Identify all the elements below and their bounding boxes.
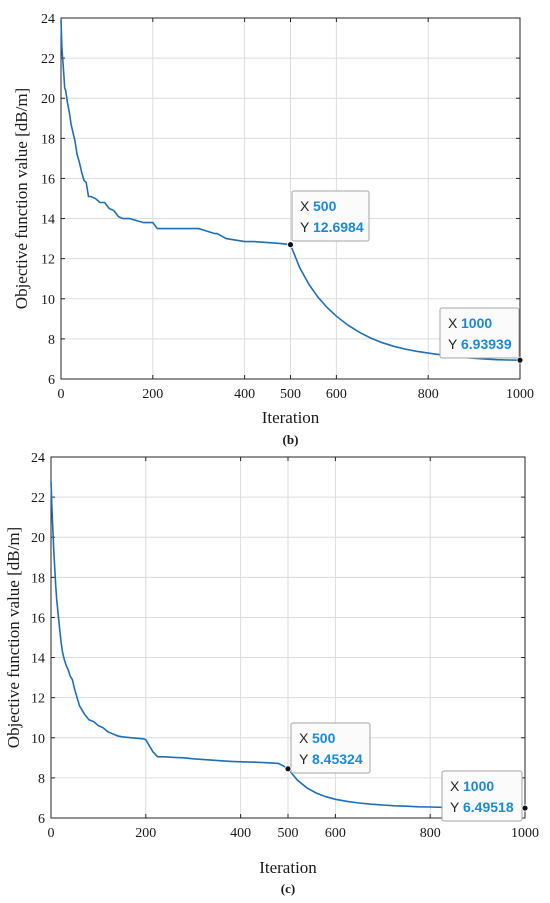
x-tick-label: 1000 bbox=[506, 387, 534, 402]
y-tick-label: 14 bbox=[31, 652, 45, 667]
y-tick-label: 24 bbox=[41, 12, 55, 27]
data-tip-box bbox=[290, 722, 371, 774]
x-tick-label: 1000 bbox=[511, 826, 539, 841]
y-tick-label: 6 bbox=[38, 812, 45, 827]
data-tip-y-value: 6.93939 bbox=[461, 336, 512, 352]
x-axis-title: Iteration bbox=[259, 858, 317, 877]
data-tip-marker bbox=[287, 241, 294, 249]
x-tick-label: 0 bbox=[48, 826, 55, 841]
y-tick-label: 10 bbox=[41, 293, 55, 308]
data-tip-x-value: 500 bbox=[313, 198, 337, 214]
y-tick-label: 6 bbox=[48, 373, 55, 388]
y-tick-label: 14 bbox=[41, 213, 55, 228]
x-tick-label: 600 bbox=[326, 387, 347, 402]
x-tick-label: 600 bbox=[325, 826, 346, 841]
data-tip-y-key: Y bbox=[448, 336, 458, 352]
y-tick-label: 18 bbox=[41, 132, 55, 147]
data-tip-y-value: 6.49518 bbox=[463, 799, 514, 815]
data-tip-box bbox=[439, 307, 520, 359]
data-tip-y-key: Y bbox=[299, 751, 309, 767]
chart-panel-c: 0 200 400 500 600 800 1000 6 8 10 12 14 16 18 20 22 24 It… bbox=[0, 452, 550, 903]
x-tick-label: 400 bbox=[230, 826, 251, 841]
data-tip-x-value: 1000 bbox=[461, 315, 492, 331]
data-tip-marker bbox=[516, 356, 524, 364]
data-tip-marker bbox=[521, 804, 529, 812]
data-tip-x-value: 500 bbox=[312, 730, 336, 746]
figure-caption: (c) bbox=[281, 881, 295, 896]
y-axis-title: Objective function value [dB/m] bbox=[12, 88, 31, 309]
y-tick-label: 22 bbox=[41, 52, 55, 67]
x-tick-label: 400 bbox=[234, 387, 255, 402]
y-tick-label: 8 bbox=[38, 772, 45, 787]
y-tick-label: 16 bbox=[41, 172, 55, 187]
data-tip-y-key: Y bbox=[300, 219, 310, 235]
data-tip-x-key: X bbox=[450, 778, 460, 794]
chart-b: 0 200 400 500 600 800 1000 6 8 10 12 14 16 18 20 22 24 It… bbox=[12, 12, 534, 447]
data-tip-box bbox=[441, 770, 523, 822]
data-tip-x-key: X bbox=[448, 315, 458, 331]
x-tick-label: 500 bbox=[278, 826, 299, 841]
y-tick-label: 12 bbox=[41, 253, 55, 268]
data-tip-box bbox=[291, 190, 370, 242]
y-tick-label: 16 bbox=[31, 611, 45, 626]
x-tick-label: 800 bbox=[418, 387, 439, 402]
y-tick-label: 20 bbox=[41, 92, 55, 107]
y-tick-label: 22 bbox=[31, 491, 45, 506]
y-tick-label: 18 bbox=[31, 571, 45, 586]
y-tick-label: 20 bbox=[31, 531, 45, 546]
data-tip-y-value: 12.6984 bbox=[313, 219, 364, 235]
x-tick-label: 0 bbox=[58, 387, 65, 402]
data-tip-x-value: 1000 bbox=[463, 778, 494, 794]
y-tick-label: 8 bbox=[48, 333, 55, 348]
series-line bbox=[60, 19, 521, 361]
y-tick-label: 24 bbox=[31, 452, 45, 466]
x-axis-title: Iteration bbox=[262, 408, 320, 427]
data-tip-x-key: X bbox=[300, 198, 310, 214]
data-tip-marker bbox=[284, 765, 292, 773]
x-tick-label: 200 bbox=[135, 826, 156, 841]
chart-c: 0 200 400 500 600 800 1000 6 8 10 12 14 16 18 20 22 24 It… bbox=[4, 452, 539, 896]
data-tip-x-key: X bbox=[299, 730, 309, 746]
data-tip-y-value: 8.45324 bbox=[312, 751, 363, 767]
y-tick-label: 12 bbox=[31, 692, 45, 707]
x-tick-label: 500 bbox=[280, 387, 301, 402]
y-axis-title: Objective function value [dB/m] bbox=[4, 527, 23, 748]
y-tick-label: 10 bbox=[31, 732, 45, 747]
series-line bbox=[50, 481, 526, 809]
chart-panel-b: 0 200 400 500 600 800 1000 6 8 10 12 14 16 18 20 22 24 It… bbox=[12, 12, 534, 447]
x-tick-label: 800 bbox=[420, 826, 441, 841]
figure-caption: (b) bbox=[283, 432, 299, 447]
data-tip-y-key: Y bbox=[450, 799, 460, 815]
x-tick-label: 200 bbox=[142, 387, 163, 402]
